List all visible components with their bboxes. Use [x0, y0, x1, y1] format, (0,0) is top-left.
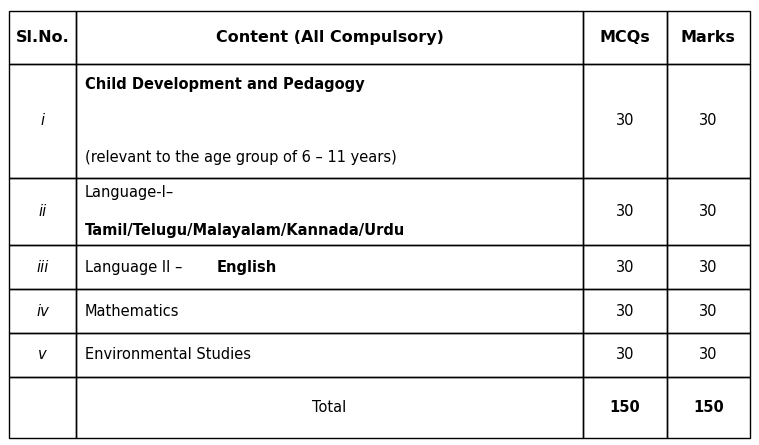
Text: Mathematics: Mathematics — [85, 303, 179, 319]
Text: iii: iii — [36, 259, 49, 275]
Bar — [9, 333, 76, 377]
Text: 150: 150 — [609, 400, 641, 415]
Text: Language-I–: Language-I– — [85, 185, 174, 200]
Bar — [667, 178, 750, 245]
Bar — [583, 245, 667, 289]
Bar — [583, 377, 667, 438]
Text: (relevant to the age group of 6 – 11 years): (relevant to the age group of 6 – 11 yea… — [85, 150, 397, 165]
Bar — [9, 64, 76, 178]
Bar — [76, 289, 583, 333]
Text: Sl.No.: Sl.No. — [16, 30, 69, 45]
Text: 30: 30 — [616, 204, 635, 219]
Text: 30: 30 — [616, 348, 635, 362]
Text: Tamil/Telugu/Malayalam/Kannada/Urdu: Tamil/Telugu/Malayalam/Kannada/Urdu — [85, 223, 405, 238]
Text: 30: 30 — [616, 303, 635, 319]
Bar — [76, 377, 583, 438]
Text: 150: 150 — [693, 400, 724, 415]
Bar — [583, 11, 667, 64]
Bar — [667, 333, 750, 377]
Bar — [583, 64, 667, 178]
Text: 30: 30 — [699, 348, 718, 362]
Bar — [76, 178, 583, 245]
Text: Language II –: Language II – — [85, 259, 187, 275]
Bar — [667, 377, 750, 438]
Text: v: v — [38, 348, 47, 362]
Bar — [667, 11, 750, 64]
Bar — [9, 178, 76, 245]
Text: iv: iv — [36, 303, 49, 319]
Bar — [667, 64, 750, 178]
Bar — [76, 333, 583, 377]
Bar — [76, 11, 583, 64]
Bar — [9, 245, 76, 289]
Text: 30: 30 — [699, 113, 718, 128]
Bar — [583, 289, 667, 333]
Bar — [9, 11, 76, 64]
Text: Total: Total — [313, 400, 347, 415]
Text: 30: 30 — [699, 303, 718, 319]
Bar — [76, 64, 583, 178]
Text: English: English — [216, 259, 277, 275]
Text: Child Development and Pedagogy: Child Development and Pedagogy — [85, 77, 364, 92]
Bar — [667, 245, 750, 289]
Bar — [583, 333, 667, 377]
Bar — [583, 178, 667, 245]
Text: i: i — [40, 113, 45, 128]
Bar — [76, 245, 583, 289]
Text: Content (All Compulsory): Content (All Compulsory) — [216, 30, 443, 45]
Text: 30: 30 — [699, 204, 718, 219]
Bar — [9, 289, 76, 333]
Text: 30: 30 — [616, 259, 635, 275]
Text: 30: 30 — [699, 259, 718, 275]
Bar — [9, 377, 76, 438]
Text: Marks: Marks — [681, 30, 735, 45]
Text: MCQs: MCQs — [600, 30, 650, 45]
Text: 30: 30 — [616, 113, 635, 128]
Bar — [667, 289, 750, 333]
Text: Environmental Studies: Environmental Studies — [85, 348, 251, 362]
Text: ii: ii — [38, 204, 46, 219]
